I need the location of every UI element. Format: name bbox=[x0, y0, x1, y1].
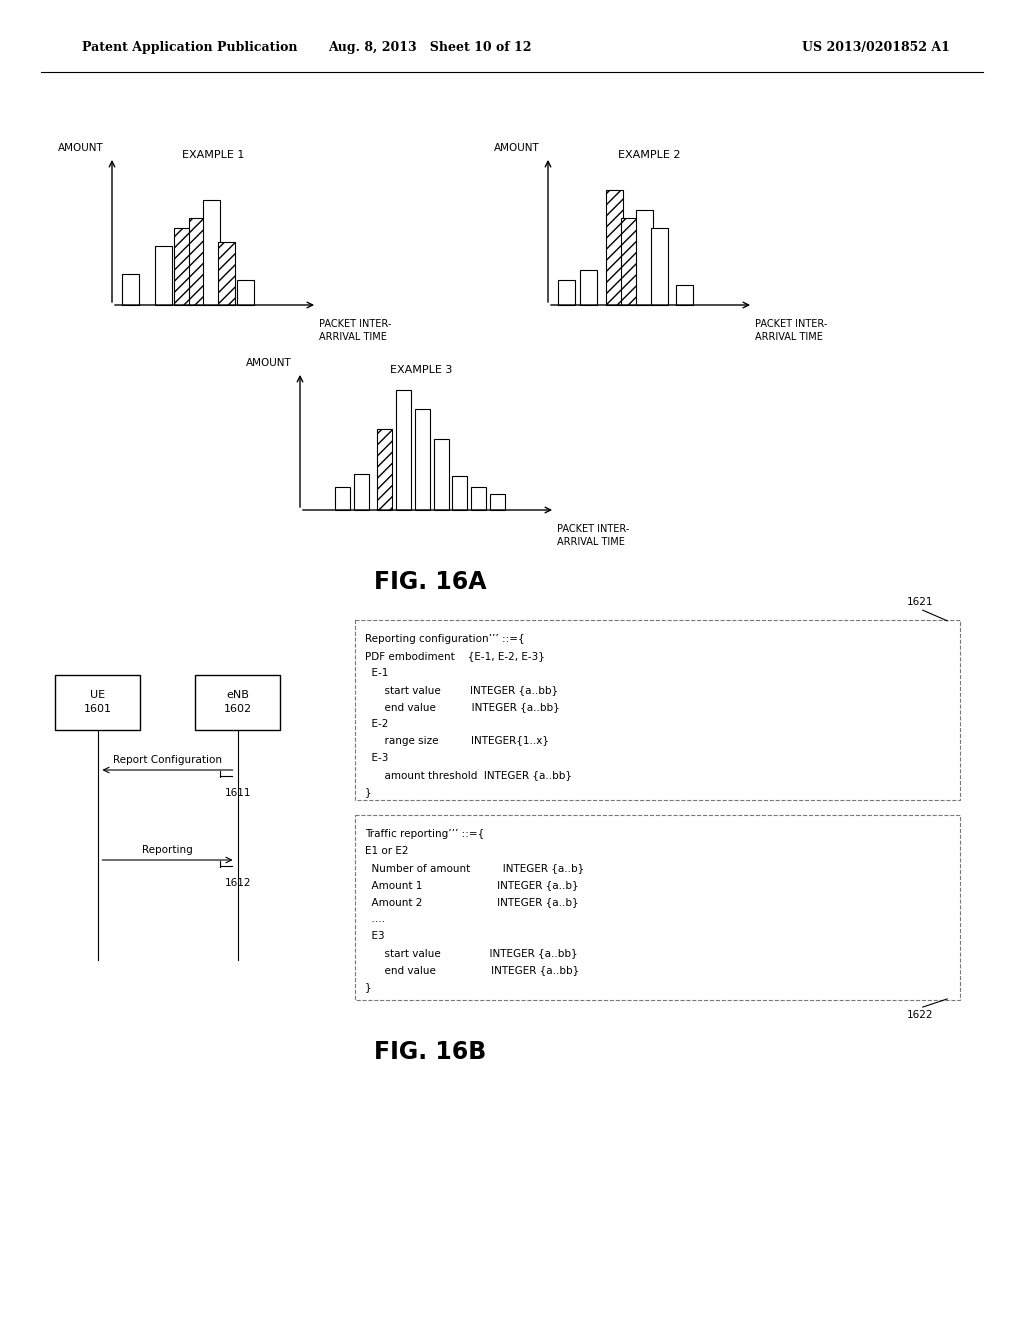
Text: E-2: E-2 bbox=[365, 719, 388, 729]
Bar bbox=[174, 228, 190, 305]
Text: range size          INTEGER{1..x}: range size INTEGER{1..x} bbox=[365, 737, 549, 746]
Text: PACKET INTER-: PACKET INTER- bbox=[319, 319, 391, 329]
Text: Reporting: Reporting bbox=[142, 845, 193, 855]
Bar bbox=[396, 391, 411, 510]
Text: FIG. 16A: FIG. 16A bbox=[374, 570, 486, 594]
Bar bbox=[677, 285, 693, 305]
Text: Number of amount          INTEGER {a..b}: Number of amount INTEGER {a..b} bbox=[365, 863, 585, 873]
Text: amount threshold  INTEGER {a..bb}: amount threshold INTEGER {a..bb} bbox=[365, 770, 572, 780]
Text: start value               INTEGER {a..bb}: start value INTEGER {a..bb} bbox=[365, 948, 578, 958]
Text: E1 or E2: E1 or E2 bbox=[365, 846, 409, 855]
Text: ARRIVAL TIME: ARRIVAL TIME bbox=[557, 537, 625, 546]
Text: }: } bbox=[365, 787, 372, 797]
Bar bbox=[581, 271, 597, 305]
Text: Traffic reporting’’’ ::={: Traffic reporting’’’ ::={ bbox=[365, 829, 484, 840]
Bar bbox=[156, 247, 172, 305]
Bar bbox=[636, 210, 652, 305]
Bar bbox=[453, 477, 467, 510]
Text: FIG. 16B: FIG. 16B bbox=[374, 1040, 486, 1064]
Bar bbox=[122, 275, 139, 305]
Text: end value           INTEGER {a..bb}: end value INTEGER {a..bb} bbox=[365, 702, 560, 711]
Text: EXAMPLE 1: EXAMPLE 1 bbox=[182, 150, 245, 160]
Text: EXAMPLE 2: EXAMPLE 2 bbox=[618, 150, 681, 160]
Bar bbox=[606, 190, 623, 305]
Bar bbox=[650, 228, 668, 305]
Text: ....: .... bbox=[365, 913, 385, 924]
Text: Amount 2                       INTEGER {a..b}: Amount 2 INTEGER {a..b} bbox=[365, 898, 579, 907]
Text: 1612: 1612 bbox=[224, 878, 251, 888]
Bar bbox=[218, 242, 236, 305]
Text: E-3: E-3 bbox=[365, 752, 388, 763]
Bar bbox=[55, 675, 140, 730]
Text: UE: UE bbox=[90, 690, 105, 701]
Bar bbox=[188, 218, 206, 305]
Text: 1611: 1611 bbox=[224, 788, 251, 799]
Bar bbox=[237, 280, 254, 305]
Text: AMOUNT: AMOUNT bbox=[58, 143, 104, 153]
Bar bbox=[355, 814, 961, 1001]
Text: 1622: 1622 bbox=[906, 1010, 933, 1020]
Text: US 2013/0201852 A1: US 2013/0201852 A1 bbox=[802, 41, 950, 54]
Bar bbox=[195, 675, 280, 730]
Text: Reporting configuration’’’ ::={: Reporting configuration’’’ ::={ bbox=[365, 634, 524, 644]
Text: end value                 INTEGER {a..bb}: end value INTEGER {a..bb} bbox=[365, 965, 580, 975]
Bar bbox=[621, 218, 638, 305]
Text: eNB: eNB bbox=[226, 690, 249, 701]
Text: Report Configuration: Report Configuration bbox=[113, 755, 222, 766]
Text: 1602: 1602 bbox=[223, 705, 252, 714]
Text: 1601: 1601 bbox=[84, 705, 112, 714]
Text: E3: E3 bbox=[365, 931, 385, 941]
Bar bbox=[415, 409, 430, 510]
Bar bbox=[377, 429, 392, 510]
Text: E-1: E-1 bbox=[365, 668, 388, 678]
Bar bbox=[335, 487, 350, 510]
Text: ARRIVAL TIME: ARRIVAL TIME bbox=[755, 333, 823, 342]
Text: Amount 1                       INTEGER {a..b}: Amount 1 INTEGER {a..b} bbox=[365, 880, 579, 890]
Text: }: } bbox=[365, 982, 372, 993]
Bar bbox=[471, 487, 486, 510]
Text: EXAMPLE 3: EXAMPLE 3 bbox=[390, 366, 453, 375]
Bar bbox=[355, 620, 961, 800]
Text: PACKET INTER-: PACKET INTER- bbox=[755, 319, 827, 329]
Text: AMOUNT: AMOUNT bbox=[246, 358, 292, 368]
Text: start value         INTEGER {a..bb}: start value INTEGER {a..bb} bbox=[365, 685, 558, 696]
Text: Aug. 8, 2013   Sheet 10 of 12: Aug. 8, 2013 Sheet 10 of 12 bbox=[329, 41, 531, 54]
Text: 1621: 1621 bbox=[906, 597, 933, 607]
Bar bbox=[204, 201, 220, 305]
Bar bbox=[433, 438, 449, 510]
Text: Patent Application Publication: Patent Application Publication bbox=[82, 41, 298, 54]
Bar bbox=[353, 474, 369, 510]
Bar bbox=[558, 280, 575, 305]
Text: ARRIVAL TIME: ARRIVAL TIME bbox=[319, 333, 387, 342]
Bar bbox=[489, 495, 505, 510]
Text: PACKET INTER-: PACKET INTER- bbox=[557, 524, 630, 535]
Text: PDF embodiment    {E-1, E-2, E-3}: PDF embodiment {E-1, E-2, E-3} bbox=[365, 651, 545, 661]
Text: AMOUNT: AMOUNT bbox=[495, 143, 540, 153]
